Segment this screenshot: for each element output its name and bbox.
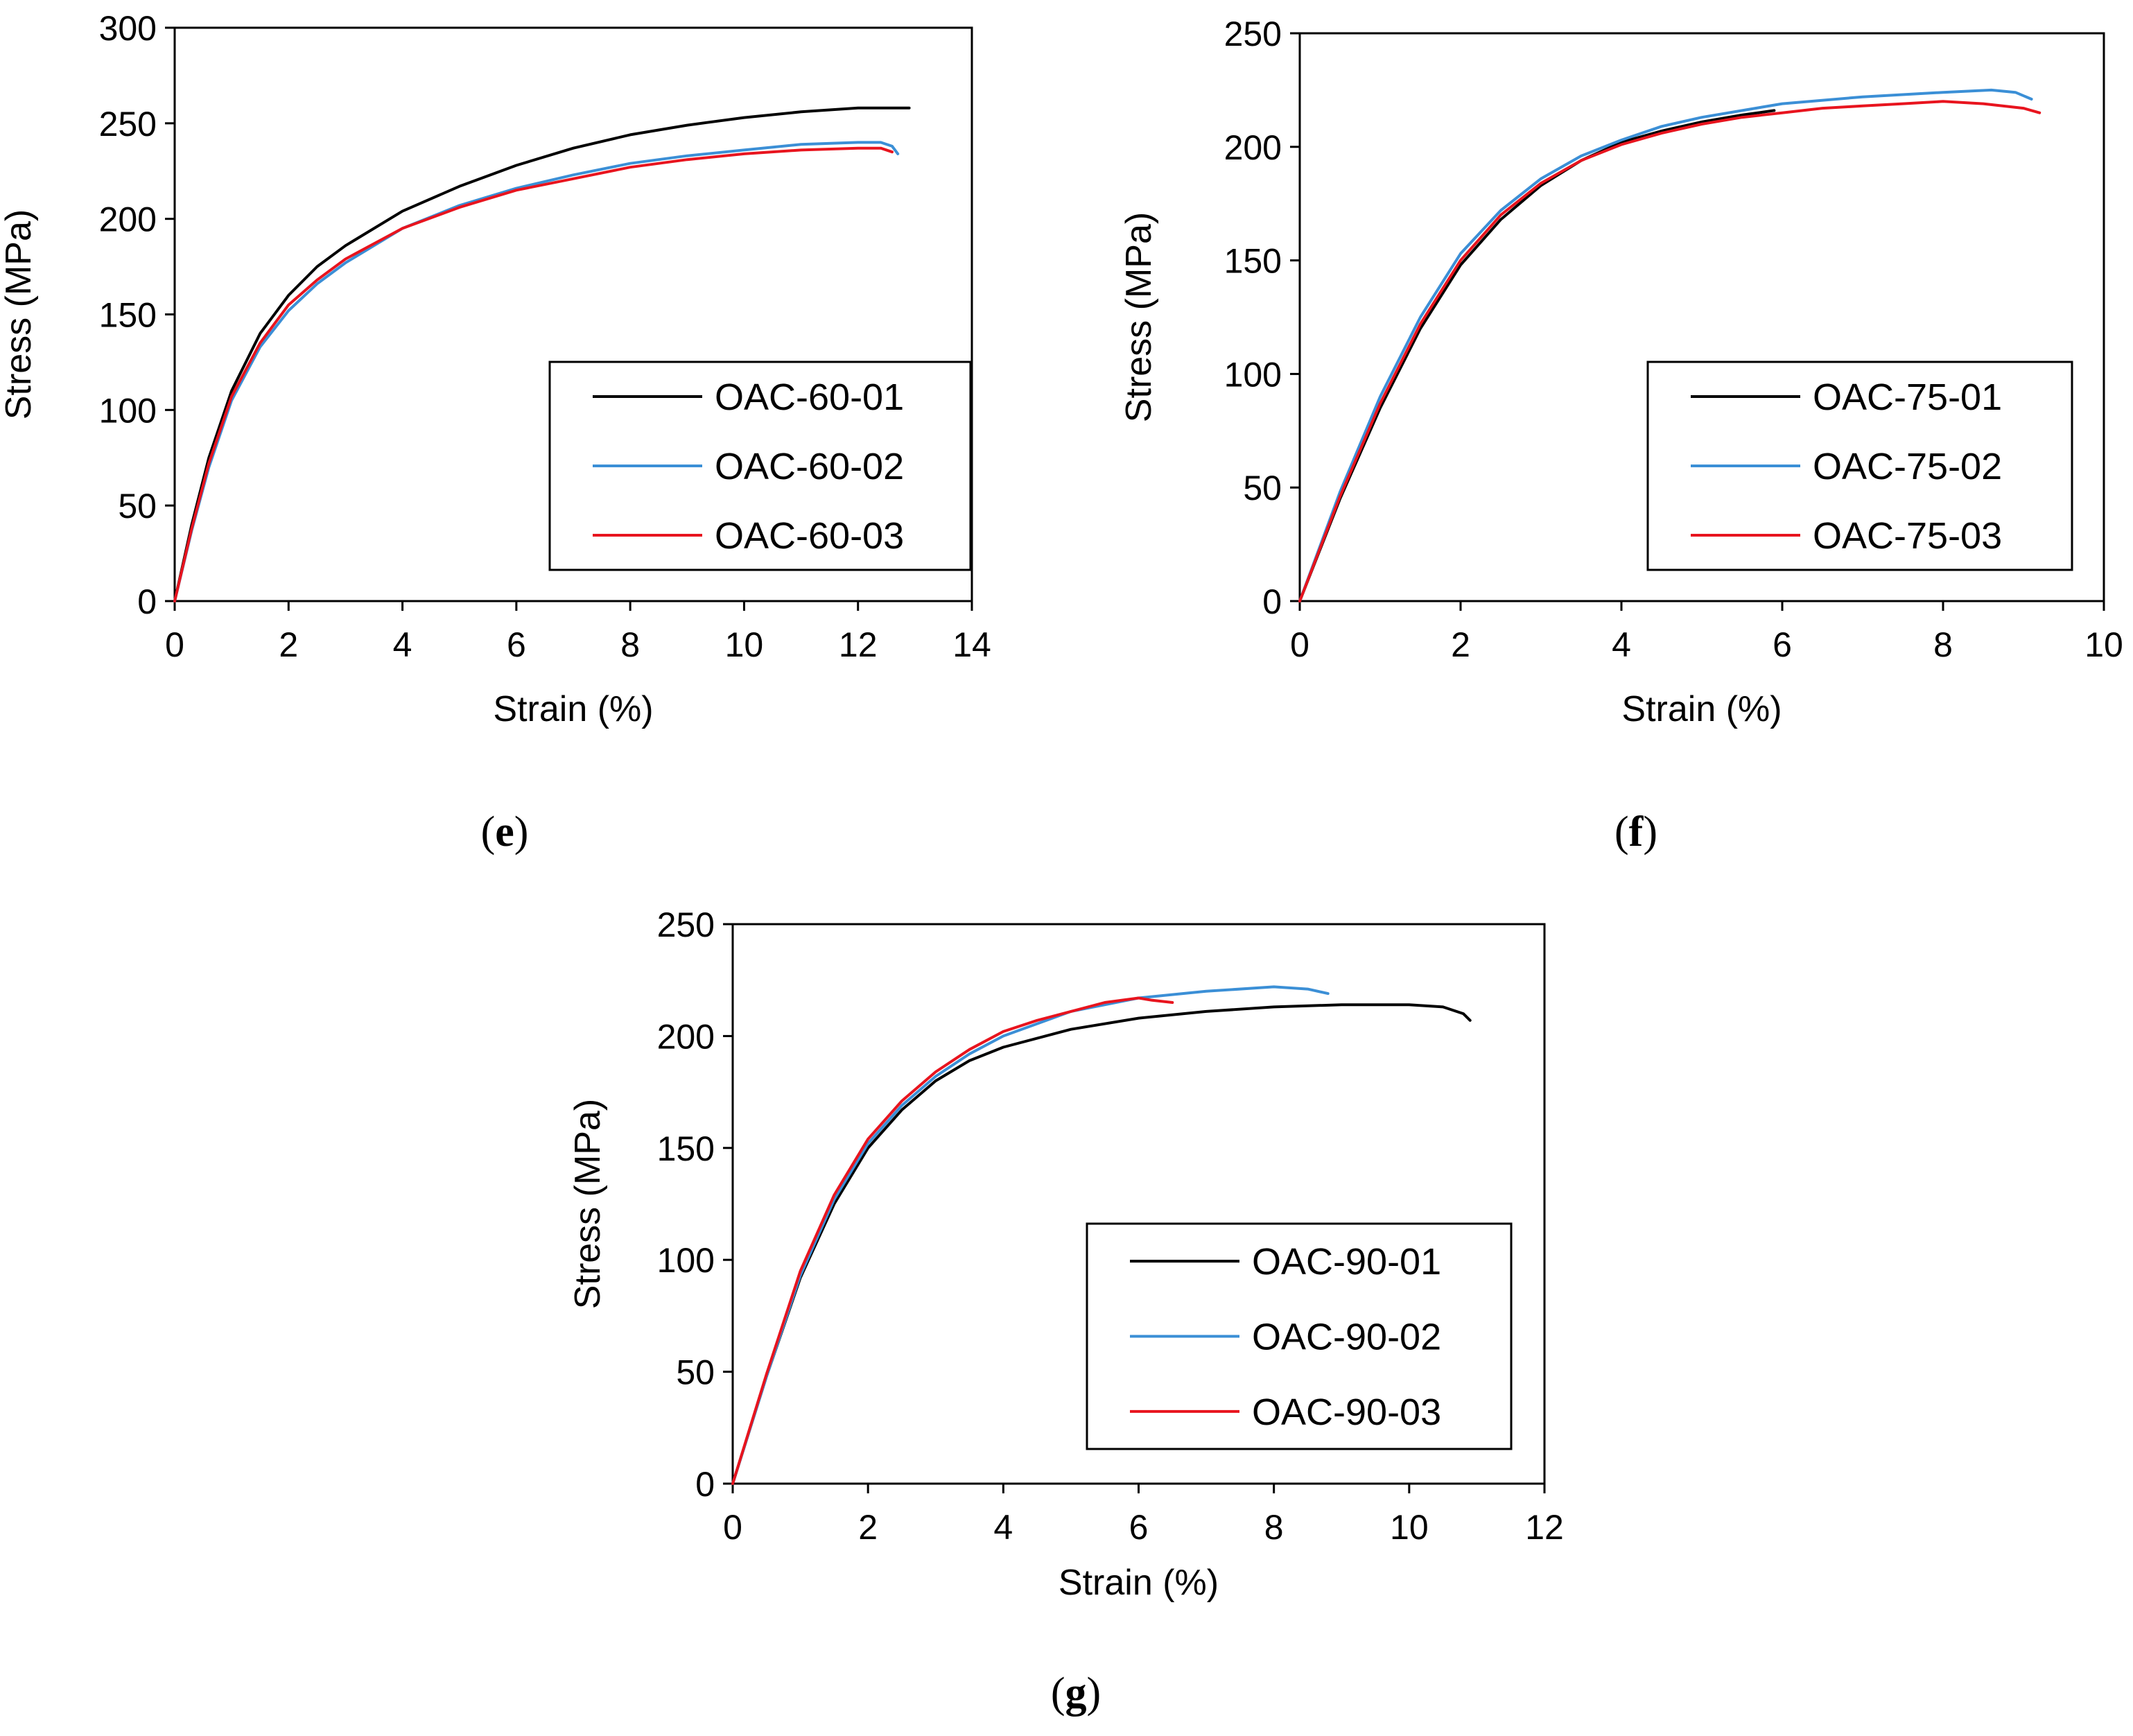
- plot-area-frame: [1298, 32, 2105, 602]
- legend-label: OAC-60-01: [715, 376, 904, 418]
- x-tick-label: 0: [723, 1508, 742, 1547]
- series-line-OAC-75-03: [1298, 100, 2041, 602]
- y-tick-label: 200: [99, 200, 157, 239]
- panel-label: (g): [1051, 1669, 1101, 1717]
- legend-label: OAC-60-03: [715, 515, 904, 557]
- x-axis-title: Strain (%): [1621, 689, 1782, 729]
- y-tick-label: 0: [1262, 582, 1282, 621]
- x-tick-label: 6: [1129, 1508, 1149, 1547]
- x-tick-label: 8: [620, 625, 640, 664]
- y-tick-label: 50: [676, 1353, 715, 1392]
- x-tick-label: 12: [839, 625, 878, 664]
- y-tick-label: 100: [1224, 355, 1282, 394]
- x-tick-label: 12: [1525, 1508, 1564, 1547]
- y-tick-label: 250: [99, 105, 157, 144]
- x-tick-label: 6: [1773, 625, 1792, 664]
- x-tick-label: 8: [1264, 1508, 1284, 1547]
- y-tick-label: 0: [695, 1465, 715, 1504]
- series-line-OAC-75-02: [1298, 88, 2033, 602]
- x-tick-label: 2: [279, 625, 298, 664]
- x-tick-label: 2: [1451, 625, 1470, 664]
- x-tick-label: 4: [393, 625, 412, 664]
- y-tick-label: 300: [99, 9, 157, 48]
- x-tick-label: 10: [725, 625, 764, 664]
- legend-label: OAC-90-02: [1252, 1317, 1441, 1358]
- series-line-OAC-60-02: [173, 141, 900, 602]
- series-line-OAC-90-03: [731, 996, 1174, 1485]
- chart-panel-e: 0 2 4 6 8 10 12 14 0 50 100 150 200 250 300 Strain (%) S…: [0, 9, 991, 856]
- legend-label: OAC-75-01: [1813, 376, 2002, 418]
- panel-label: (e): [481, 808, 529, 856]
- x-tick-label: 0: [1290, 625, 1309, 664]
- legend-label: OAC-90-03: [1252, 1391, 1441, 1433]
- y-tick-label: 50: [118, 487, 157, 526]
- x-tick-label: 0: [165, 625, 184, 664]
- y-axis-title: Stress (MPa): [568, 1099, 608, 1309]
- x-tick-label: 4: [1612, 625, 1631, 664]
- series-line-OAC-90-01: [731, 1003, 1472, 1485]
- legend-label: OAC-60-02: [715, 446, 904, 487]
- x-tick-label: 10: [2084, 625, 2123, 664]
- legend-label: OAC-90-01: [1252, 1241, 1441, 1283]
- y-tick-label: 250: [1224, 15, 1282, 53]
- panel-label: (f): [1614, 808, 1657, 856]
- x-axis-title: Strain (%): [493, 689, 653, 729]
- y-tick-label: 100: [99, 391, 157, 430]
- x-tick-label: 10: [1390, 1508, 1429, 1547]
- y-axis-title: Stress (MPa): [0, 209, 39, 419]
- y-tick-label: 150: [99, 296, 157, 335]
- x-axis-title: Strain (%): [1059, 1563, 1219, 1603]
- y-tick-label: 50: [1243, 469, 1282, 507]
- y-tick-label: 0: [137, 582, 157, 621]
- y-tick-label: 150: [1224, 242, 1282, 281]
- y-tick-label: 250: [657, 905, 715, 944]
- series-line-OAC-60-03: [173, 146, 894, 602]
- x-tick-label: 8: [1933, 625, 1953, 664]
- chart-panel-g: 0 2 4 6 8 10 12 0 50 100 150 200 250 Strain (%) Stress…: [568, 905, 1564, 1717]
- y-tick-label: 150: [657, 1129, 715, 1168]
- y-tick-label: 200: [1224, 128, 1282, 167]
- x-tick-label: 14: [952, 625, 991, 664]
- x-tick-label: 2: [858, 1508, 878, 1547]
- y-axis-title: Stress (MPa): [1119, 212, 1159, 422]
- legend-label: OAC-75-03: [1813, 515, 2002, 557]
- y-tick-label: 200: [657, 1017, 715, 1056]
- series-line-OAC-60-01: [173, 106, 911, 602]
- y-tick-label: 100: [657, 1241, 715, 1280]
- series-line-OAC-90-02: [731, 985, 1330, 1485]
- x-tick-label: 6: [507, 625, 526, 664]
- series-line-OAC-75-01: [1298, 109, 1776, 602]
- legend-label: OAC-75-02: [1813, 446, 2002, 487]
- x-tick-label: 4: [993, 1508, 1013, 1547]
